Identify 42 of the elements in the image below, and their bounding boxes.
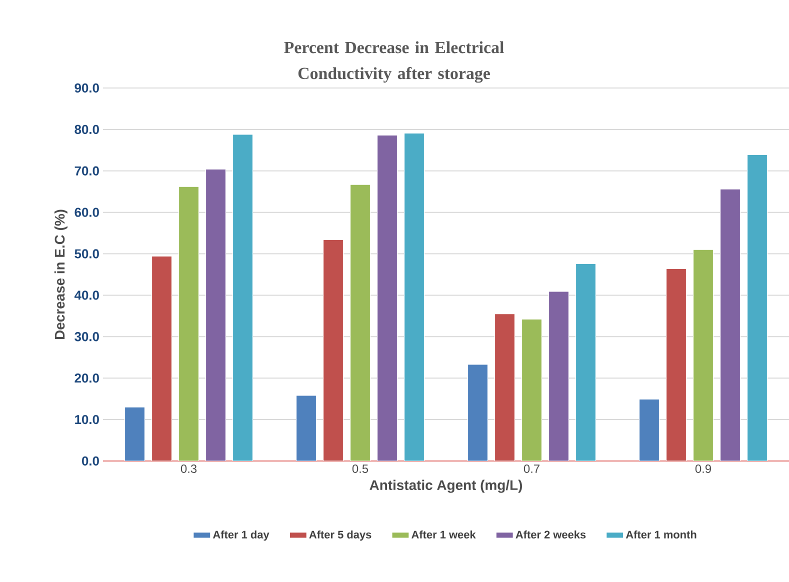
y-tick-label: 10.0 [75,414,99,424]
bar [720,188,741,461]
y-tick-label: 90.0 [74,83,99,93]
y-tick-label: 0.0 [82,456,99,466]
bar [350,184,371,461]
legend-label: After 1 day [212,530,270,541]
y-tick-label: 60.0 [74,208,99,217]
y-tick-label: 80.0 [74,124,99,134]
legend-label: After 1 month [626,530,696,538]
bar [692,249,714,461]
legend-label: After 1 week [412,530,476,538]
bar [746,154,768,461]
legend-label: After 5 days [309,530,372,541]
y-tick-label: 30.0 [74,332,99,342]
bar [205,168,226,461]
bar [575,263,596,461]
bar [232,134,254,461]
bar [151,256,172,461]
chart-title: Percent Decrease in Electrical Conductivity after storage [284,41,504,83]
bar [638,398,660,461]
y-axis-title: Decrease in E.C (%) [54,210,68,340]
y-tick-label: 20.0 [74,374,99,383]
bar [404,132,425,461]
bar [178,186,200,461]
y-tick-label: 50.0 [74,249,99,258]
x-tick-label: 0.9 [695,464,711,473]
bar [124,406,146,461]
bar [494,314,516,461]
bar [521,318,542,461]
bar [467,364,488,461]
x-axis-title: Antistatic Agent (mg/L) [370,480,522,493]
y-tick-label: 70.0 [74,166,99,176]
bar [296,395,317,461]
bar [666,268,687,461]
bar [376,134,398,461]
x-tick-label: 0.5 [352,464,368,473]
bar [548,291,570,461]
x-tick-label: 0.7 [524,464,540,473]
y-tick-label: 40.0 [74,290,99,300]
bar [322,239,344,461]
legend-label: After 2 weeks [516,530,586,538]
x-tick-label: 0.3 [180,464,197,473]
